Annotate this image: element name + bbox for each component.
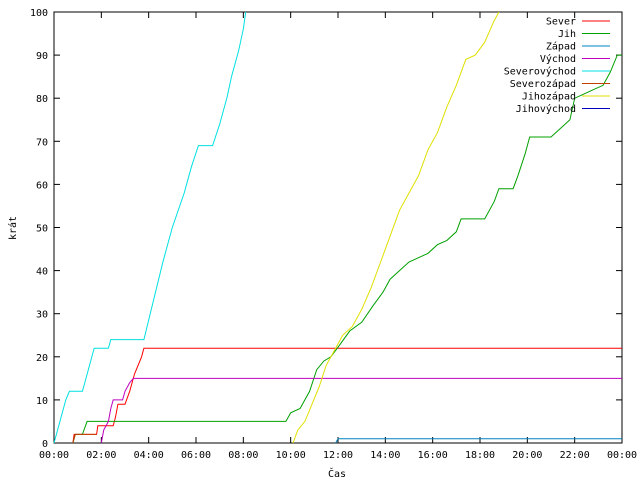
- legend-label: Jihozápad: [522, 91, 576, 103]
- legend-label: Severovýchod: [504, 66, 576, 78]
- x-tick-label: 10:00: [276, 450, 306, 461]
- legend-label: Jih: [558, 29, 576, 40]
- legend-label: Jihovýchod: [516, 103, 576, 115]
- legend-label: Západ: [546, 41, 576, 53]
- y-tick-label: 20: [36, 353, 48, 364]
- y-axis-label: krát: [7, 216, 19, 240]
- y-tick-label: 60: [36, 180, 48, 191]
- series-line: [72, 347, 622, 444]
- series-line: [335, 438, 622, 444]
- y-tick-label: 70: [36, 137, 48, 148]
- y-tick-label: 50: [36, 224, 48, 235]
- series-line: [72, 433, 97, 444]
- series-line: [72, 54, 622, 444]
- x-tick-label: 22:00: [560, 450, 590, 461]
- x-tick-label: 00:00: [607, 450, 637, 461]
- y-tick-label: 0: [42, 439, 48, 450]
- series-line: [53, 11, 247, 444]
- series-line: [292, 11, 500, 444]
- x-tick-label: 06:00: [181, 450, 211, 461]
- legend-label: Východ: [540, 53, 576, 65]
- y-tick-label: 80: [36, 94, 48, 105]
- legend-label: Sever: [546, 17, 576, 28]
- y-tick-label: 40: [36, 267, 48, 278]
- x-tick-label: 04:00: [134, 450, 164, 461]
- x-tick-label: 20:00: [512, 450, 542, 461]
- series-line: [100, 377, 622, 444]
- x-tick-label: 00:00: [39, 450, 69, 461]
- x-tick-label: 12:00: [323, 450, 353, 461]
- y-tick-label: 30: [36, 310, 48, 321]
- x-tick-label: 02:00: [86, 450, 116, 461]
- y-tick-label: 100: [30, 8, 48, 19]
- legend: SeverJihZápadVýchodSeverovýchodSeverozáp…: [504, 17, 610, 115]
- series-lines: [53, 11, 622, 444]
- x-tick-label: 16:00: [418, 450, 448, 461]
- axis-ticks: 00:00 02:00 04:00 06:00 08:00 10:00 12:00 14:00…: [30, 8, 637, 461]
- y-tick-label: 90: [36, 51, 48, 62]
- x-tick-label: 08:00: [228, 450, 258, 461]
- x-tick-label: 18:00: [465, 450, 495, 461]
- y-tick-label: 10: [36, 396, 48, 407]
- legend-label: Severozápad: [510, 78, 576, 90]
- x-tick-label: 14:00: [370, 450, 400, 461]
- x-axis-label: Čas: [328, 467, 346, 480]
